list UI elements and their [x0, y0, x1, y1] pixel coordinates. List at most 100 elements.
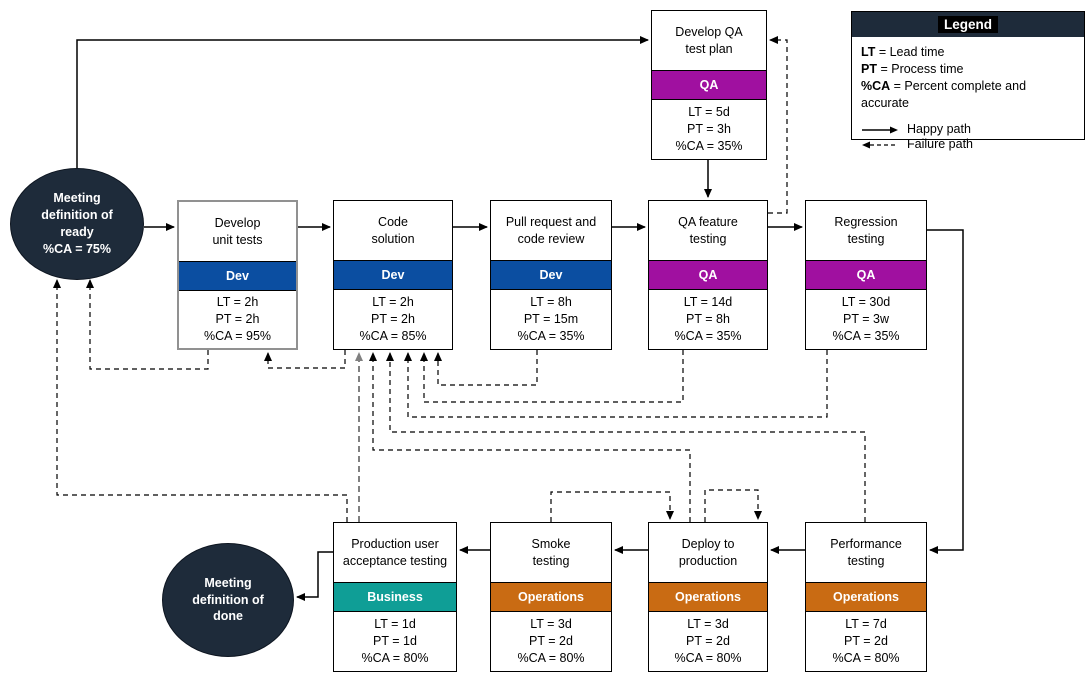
edge-failure-performance-to-code-solution — [386, 352, 866, 522]
edge-failure-qa-feature-to-code-solution — [420, 350, 684, 403]
process-metrics: LT = 14d PT = 8h %CA = 35% — [649, 290, 767, 349]
metric-line: %CA = 35% — [832, 329, 900, 343]
metric-line: LT = 7d — [845, 617, 887, 631]
legend-title: Legend — [937, 16, 998, 33]
legend-panel: Legend LT = Lead time PT = Process time … — [851, 11, 1085, 151]
process-title: Regression testing — [834, 215, 898, 246]
process-metrics: LT = 7d PT = 2d %CA = 80% — [806, 612, 926, 671]
metric-line: %CA = 35% — [674, 329, 742, 343]
edge-failure-pull-request-to-code-solution — [434, 350, 538, 386]
process-metrics: LT = 3d PT = 2d %CA = 80% — [491, 612, 611, 671]
process-title: Code solution — [371, 215, 415, 246]
process-metrics: LT = 3d PT = 2d %CA = 80% — [649, 612, 767, 671]
process-box-qa-test-plan[interactable]: Develop QA test plan QA LT = 5d PT = 3h %CA … — [651, 10, 767, 160]
process-box-deploy[interactable]: Deploy to production Operations LT = 3d PT … — [648, 522, 768, 672]
metric-line: PT = 2h — [215, 312, 260, 326]
happy-path-arrow-icon — [862, 126, 898, 133]
metric-line: %CA = 95% — [203, 329, 272, 343]
edge-happy-regression-to-performance — [927, 229, 964, 554]
terminal-ellipse-done[interactable]: Meeting definition of done — [162, 543, 294, 657]
metric-line: %CA = 80% — [361, 651, 429, 665]
team-band: Business — [334, 582, 456, 612]
metric-line: LT = 3d — [530, 617, 572, 631]
process-metrics: LT = 8h PT = 15m %CA = 35% — [491, 290, 611, 349]
team-band: Dev — [334, 260, 452, 290]
edge-failure-code-solution-to-unit-tests — [264, 350, 346, 369]
process-title: Develop QA test plan — [675, 25, 743, 56]
process-metrics: LT = 1d PT = 1d %CA = 80% — [334, 612, 456, 671]
metric-line: %CA = 80% — [517, 651, 585, 665]
process-title: Pull request and code review — [505, 215, 597, 246]
metric-line: LT = 14d — [683, 295, 733, 309]
process-metrics: LT = 5d PT = 3h %CA = 35% — [652, 100, 766, 159]
legend-happy-path-row: Happy path — [861, 122, 1075, 137]
edge-failure-deploy-to-deploy — [704, 489, 762, 522]
process-title: Smoke testing — [531, 537, 571, 568]
team-band: Operations — [491, 582, 611, 612]
edge-failure-regression-to-code-solution — [404, 350, 828, 418]
process-metrics: LT = 2h PT = 2h %CA = 95% — [179, 291, 296, 348]
process-box-qa-feature[interactable]: QA feature testing QA LT = 14d PT = 8h %CA =… — [648, 200, 768, 350]
team-band: Dev — [179, 261, 296, 291]
process-box-uat[interactable]: Production user acceptance testing Busine… — [333, 522, 457, 672]
process-title: Deploy to production — [678, 537, 738, 568]
team-band: QA — [652, 70, 766, 100]
metric-line: %CA = 85% — [359, 329, 427, 343]
terminal-ellipse-ready[interactable]: Meeting definition of ready %CA = 75% — [10, 168, 144, 280]
terminal-label-line: %CA = 75% — [43, 241, 111, 256]
edge-failure-qa-feature-to-qa-test-plan — [768, 36, 788, 214]
team-band: Dev — [491, 260, 611, 290]
metric-line: PT = 3w — [843, 312, 889, 326]
terminal-label-line: Meeting definition of done — [192, 575, 264, 624]
edge-happy-uat-to-done — [296, 551, 333, 601]
metric-line: LT = 5d — [688, 105, 730, 119]
metric-line: %CA = 35% — [517, 329, 585, 343]
terminal-label-line: Meeting definition of ready — [41, 191, 113, 239]
team-band: Operations — [806, 582, 926, 612]
metric-line: LT = 2h — [372, 295, 414, 309]
process-box-regression[interactable]: Regression testing QA LT = 30d PT = 3w %CA =… — [805, 200, 927, 350]
process-box-unit-tests[interactable]: Develop unit tests Dev LT = 2h PT = 2h %CA =… — [177, 200, 298, 350]
metric-line: PT = 1d — [373, 634, 417, 648]
team-band: Operations — [649, 582, 767, 612]
legend-failure-path-row: Failure path — [861, 137, 1075, 152]
metric-line: %CA = 80% — [674, 651, 742, 665]
legend-term-pt: PT = Process time — [861, 62, 964, 76]
team-band: QA — [806, 260, 926, 290]
legend-term-ca: %CA = Percent complete and accurate — [861, 79, 1027, 110]
metric-line: LT = 1d — [374, 617, 416, 631]
metric-line: LT = 30d — [841, 295, 891, 309]
legend-failure-path-label: Failure path — [907, 137, 974, 151]
process-box-performance[interactable]: Performance testing Operations LT = 7d PT =… — [805, 522, 927, 672]
metric-line: %CA = 80% — [832, 651, 900, 665]
process-box-code-solution[interactable]: Code solution Dev LT = 2h PT = 2h %CA = 85% — [333, 200, 453, 350]
metric-line: LT = 8h — [530, 295, 572, 309]
process-box-pull-request[interactable]: Pull request and code review Dev LT = 8h PT… — [490, 200, 612, 350]
metric-line: PT = 2h — [371, 312, 415, 326]
process-box-smoke[interactable]: Smoke testing Operations LT = 3d PT = 2d %CA… — [490, 522, 612, 672]
edge-failure-smoke-to-deploy — [550, 491, 674, 522]
legend-term-lt: LT = Lead time — [861, 45, 945, 59]
legend-happy-path-label: Happy path — [907, 122, 971, 136]
metric-line: PT = 8h — [686, 312, 730, 326]
team-band: QA — [649, 260, 767, 290]
process-metrics: LT = 2h PT = 2h %CA = 85% — [334, 290, 452, 349]
metric-line: %CA = 35% — [675, 139, 743, 153]
process-title: QA feature testing — [678, 215, 738, 246]
process-title: Performance testing — [830, 537, 902, 568]
legend-header: Legend — [852, 12, 1084, 37]
failure-path-arrow-icon — [862, 141, 898, 148]
metric-line: PT = 15m — [523, 312, 579, 326]
legend-body: LT = Lead time PT = Process time %CA = P… — [852, 37, 1084, 152]
process-metrics: LT = 30d PT = 3w %CA = 35% — [806, 290, 926, 349]
edge-failure-deploy-to-code-solution — [369, 352, 691, 522]
process-title: Develop unit tests — [212, 216, 263, 247]
metric-line: LT = 2h — [216, 295, 259, 309]
process-title: Production user acceptance testing — [342, 537, 448, 568]
edge-happy-ready-to-qa-test-plan — [76, 36, 649, 168]
metric-line: LT = 3d — [687, 617, 729, 631]
metric-line: PT = 2d — [844, 634, 888, 648]
metric-line: PT = 2d — [686, 634, 730, 648]
metric-line: PT = 3h — [687, 122, 731, 136]
